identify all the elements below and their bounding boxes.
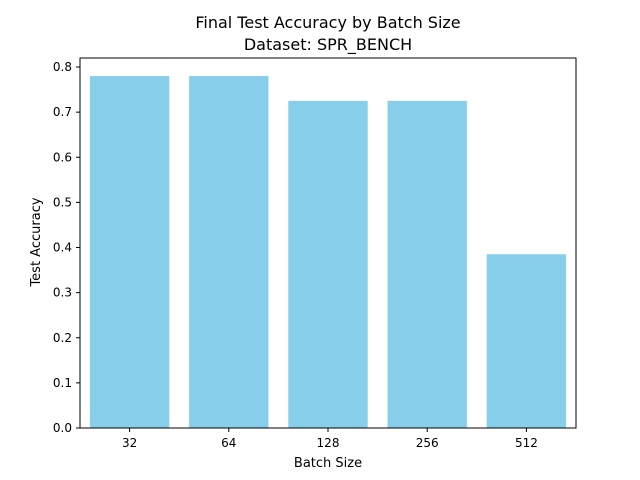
y-tick-label: 0.5 <box>53 195 72 209</box>
bar-64 <box>189 76 269 429</box>
y-tick-label: 0.6 <box>53 150 72 164</box>
y-tick-label: 0.8 <box>53 60 72 74</box>
x-axis-ticks: 32 64 128 256 512 <box>122 428 538 450</box>
x-tick-label: 128 <box>317 436 340 450</box>
y-tick-label: 0.1 <box>53 376 72 390</box>
x-tick-label: 512 <box>515 436 538 450</box>
bar-128 <box>288 100 368 429</box>
y-tick-label: 0.2 <box>53 331 72 345</box>
y-tick-label: 0.0 <box>53 421 72 435</box>
y-axis-label: Test Accuracy <box>29 197 44 287</box>
y-axis-ticks: 0.0 0.1 0.2 0.3 0.4 0.5 0.6 0.7 0.8 <box>53 60 80 435</box>
x-axis-label: Batch Size <box>294 456 362 471</box>
chart-title: Final Test Accuracy by Batch Size <box>195 13 460 32</box>
bar-256 <box>387 100 467 429</box>
x-tick-label: 64 <box>221 436 236 450</box>
chart-subtitle: Dataset: SPR_BENCH <box>244 35 412 55</box>
x-tick-label: 256 <box>416 436 439 450</box>
y-tick-label: 0.4 <box>53 241 72 255</box>
y-tick-label: 0.3 <box>53 286 72 300</box>
plot-area-frame <box>79 57 577 429</box>
bar-32 <box>89 76 170 429</box>
bars-group <box>89 76 567 429</box>
x-tick-label: 32 <box>122 436 137 450</box>
bar-512 <box>486 254 567 428</box>
y-tick-label: 0.7 <box>53 105 72 119</box>
